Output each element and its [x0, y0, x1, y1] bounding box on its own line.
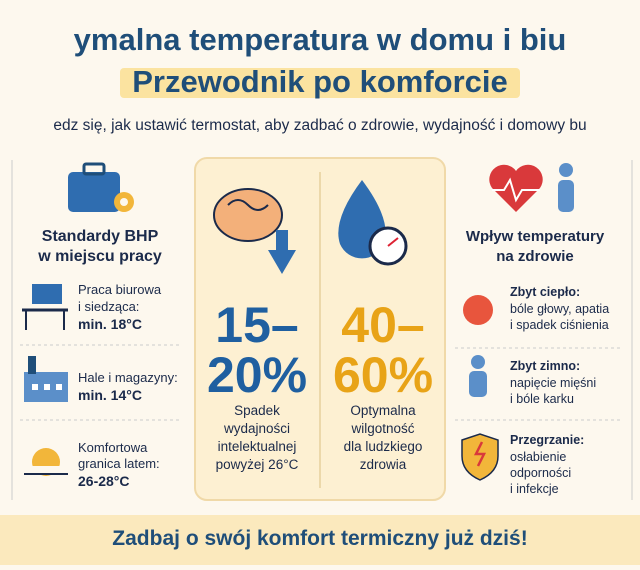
- shield-icon: [461, 433, 499, 481]
- item-label: Zbyt ciepło:: [510, 285, 581, 299]
- desk-icon: [22, 284, 68, 330]
- section-title: Standardy BHP: [41, 228, 159, 245]
- big-value: 20%: [206, 347, 308, 403]
- big-value: 40–: [341, 297, 425, 353]
- stat-text: dla ludzkiego: [343, 439, 423, 454]
- brain-icon: [213, 188, 296, 274]
- section-title: Wpływ temperatury: [465, 228, 605, 245]
- item-text: napięcie mięśni: [510, 376, 597, 390]
- footer-band: [0, 515, 640, 565]
- item-label: Przegrzanie:: [510, 433, 585, 447]
- item-label: granica latem:: [78, 456, 160, 471]
- hot-face-icon: [463, 295, 493, 325]
- item-text: i bóle karku: [510, 392, 574, 406]
- item-text: odporności: [510, 466, 572, 480]
- item-value: min. 14°C: [78, 387, 142, 403]
- item-text: osłabienie: [510, 450, 567, 464]
- stat-text: wilgotność: [351, 421, 415, 436]
- item-value: min. 18°C: [78, 316, 142, 332]
- item-label: Praca biurowa: [78, 282, 162, 297]
- stat-text: wydajności: [223, 421, 291, 436]
- section-title: w miejscu pracy: [38, 248, 162, 265]
- stat-text: Spadek: [234, 403, 280, 418]
- title: Przewodnik po komforcie: [132, 64, 508, 99]
- briefcase-icon: [68, 162, 134, 212]
- item-text: bóle głowy, apatia: [510, 302, 610, 316]
- stat-text: zdrowia: [359, 457, 407, 472]
- section-title: na zdrowie: [496, 248, 574, 265]
- sun-icon: [24, 448, 68, 476]
- item-text: i infekcje: [510, 482, 559, 496]
- footer-text: Zadbaj o swój komfort termiczny już dziś…: [112, 527, 528, 550]
- cold-person-icon: [469, 355, 487, 397]
- item-text: i spadek ciśnienia: [510, 318, 609, 332]
- title: ymalna temperatura w domu i biu: [73, 22, 567, 57]
- item-label: Komfortowa: [78, 440, 148, 455]
- factory-icon: [24, 356, 68, 402]
- stat-text: intelektualnej: [217, 439, 297, 454]
- stat-text: Optymalna: [350, 403, 416, 418]
- subtitle: edz się, jak ustawić termostat, aby zadb…: [53, 117, 587, 134]
- item-label: i siedząca:: [78, 299, 140, 314]
- drop-icon: [338, 180, 408, 266]
- stat-text: powyżej 26°C: [215, 457, 299, 472]
- item-value: 26-28°C: [78, 473, 130, 489]
- health-icon: [489, 163, 574, 212]
- title-highlight: [120, 68, 520, 98]
- big-value: 60%: [332, 347, 434, 403]
- item-label: Zbyt zimno:: [510, 359, 581, 373]
- big-value: 15–: [215, 297, 299, 353]
- item-label: Hale i magazyny:: [78, 370, 178, 385]
